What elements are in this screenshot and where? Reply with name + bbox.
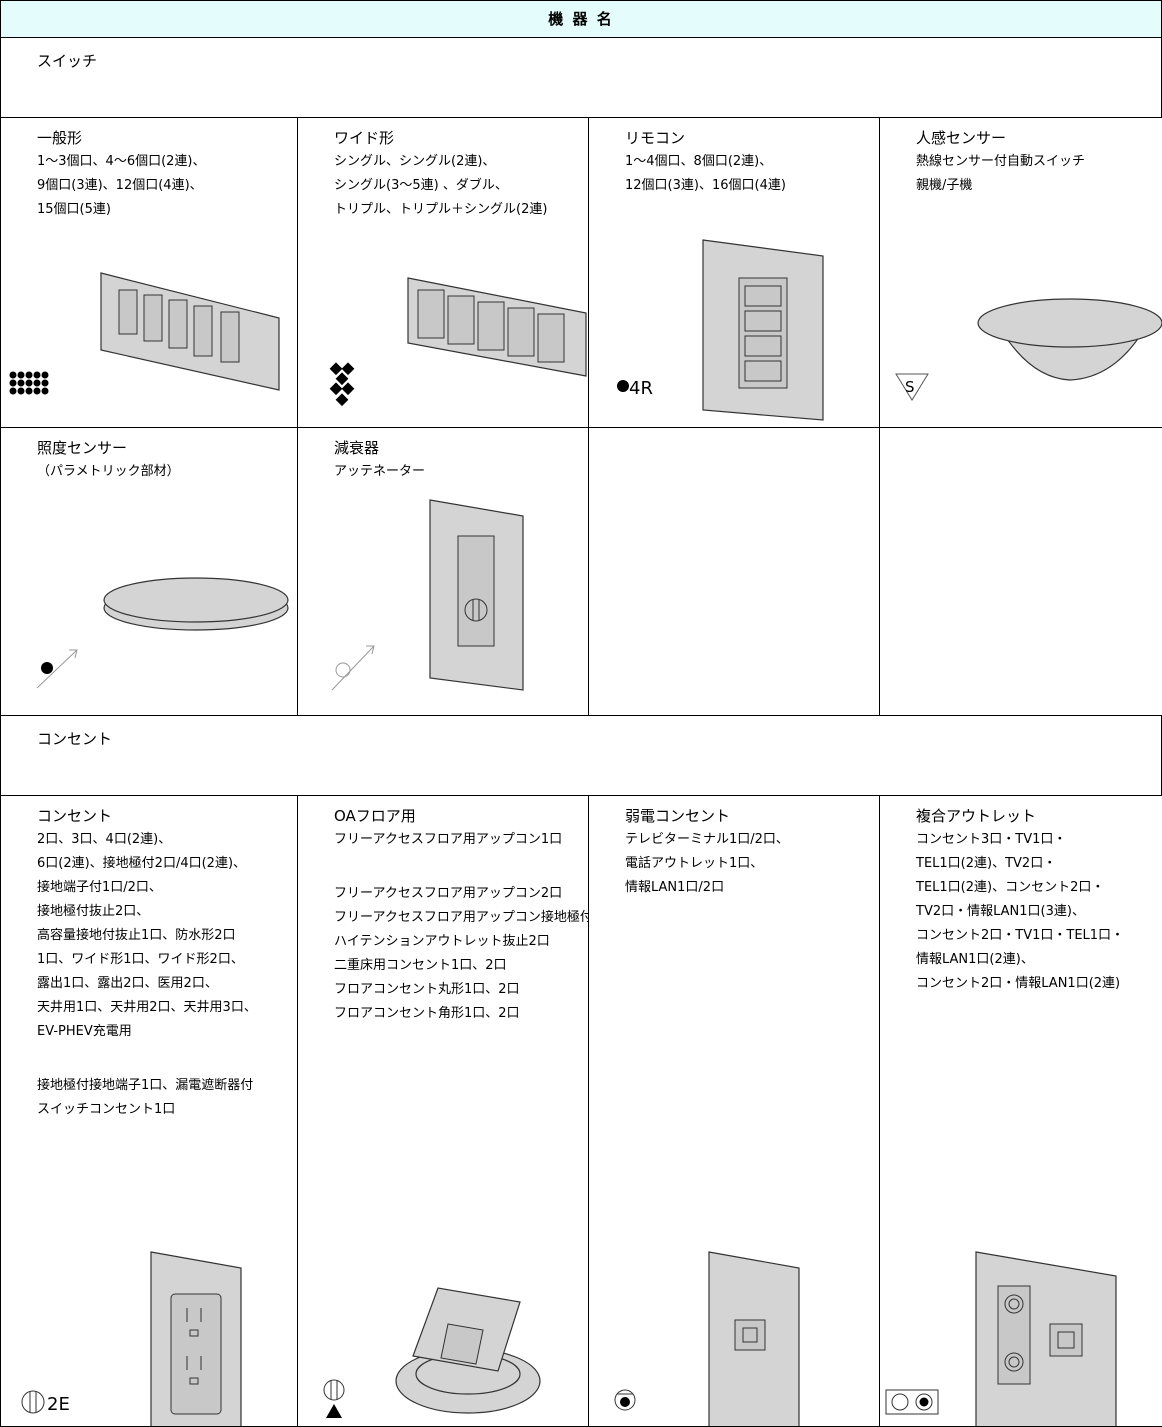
text-line: コンセント3口・TV1口・ xyxy=(916,832,1067,847)
text-line: 6口(2連)、接地極付2口/4口(2連)、 xyxy=(37,856,247,871)
cell: 一般形 1～3個口、4～6個口(2連)、 9個口(3連)、12個口(4連)、 15個口… xyxy=(0,118,298,428)
text-line: フロアコンセント丸形1口、2口 xyxy=(334,982,520,997)
cell: 複合アウトレット コンセント3口・TV1口・ TEL1口(2連)、TV2口・ TEL… xyxy=(880,796,1162,1427)
text-line: 露出1口、露出2口、医用2口、 xyxy=(37,976,218,991)
text-line: 天井用1口、天井用2口、天井用3口、 xyxy=(37,1000,257,1015)
text-line: トリプル、トリプル＋シングル(2連) xyxy=(334,202,548,217)
text-block: アッテネーター xyxy=(334,460,588,484)
text-block: 2口、3口、4口(2連)、 6口(2連)、接地極付2口/4口(2連)、 接地端子付1… xyxy=(37,828,297,1044)
illustration xyxy=(9,272,280,395)
text-block: （パラメトリック部材） xyxy=(37,460,297,484)
text-line: 接地極付抜止2口、 xyxy=(37,904,150,919)
symbol-label: 4R xyxy=(629,378,653,399)
symbol-label: 2E xyxy=(47,1394,70,1415)
illustration: 4R xyxy=(617,239,824,421)
text-line: フリーアクセスフロア用アップコン接地極付抜止1口 xyxy=(334,910,588,925)
text-line: EV-PHEV充電用 xyxy=(37,1024,132,1039)
empty-cell xyxy=(880,428,1162,716)
cell-title: ワイド形 xyxy=(334,129,395,147)
illustration xyxy=(331,499,524,691)
illustration xyxy=(614,1251,800,1426)
text-block: テレビターミナル1口/2口、 電話アウトレット1口、 情報LAN1口/2口 xyxy=(625,828,879,900)
cell-title: コンセント xyxy=(37,807,113,825)
cell: 弱電コンセントテレビターミナル1口/2口、 電話アウトレット1口、 情報LAN1口/… xyxy=(589,796,880,1427)
text-block: シングル、シングル(2連)、 シングル(3～5連) 、ダブル、トリプル、トリプル＋… xyxy=(334,150,588,222)
text-line: 2口、3口、4口(2連)、 xyxy=(37,832,172,847)
text-block: フリーアクセスフロア用アップコン2口フリーアクセスフロア用アップコン接地極付抜止… xyxy=(334,882,588,1026)
symbol-label: S xyxy=(905,378,915,396)
illustration xyxy=(323,1287,541,1418)
text-line: フリーアクセスフロア用アップコン2口 xyxy=(334,886,563,901)
text-line: テレビターミナル1口/2口、 xyxy=(625,832,789,847)
text-line: フリーアクセスフロア用アップコン1口 xyxy=(334,832,563,847)
text-line: 15個口(5連) xyxy=(37,202,111,217)
section-title: スイッチ xyxy=(0,38,1162,118)
cell-title: 人感センサー xyxy=(916,129,1007,147)
table-header: 機 器 名 xyxy=(0,0,1162,38)
text-line: 12個口(3連)、16個口(4連) xyxy=(625,178,786,193)
text-block: 接地極付接地端子1口、漏電遮断器付 スイッチコンセント1口 xyxy=(37,1074,297,1122)
cell: 照度センサー （パラメトリック部材） xyxy=(0,428,298,716)
text-line: TV2口・情報LAN1口(3連)、 xyxy=(916,904,1085,919)
text-line: TEL1口(2連)、TV2口・ xyxy=(916,856,1057,871)
text-line: 接地端子付1口/2口、 xyxy=(37,880,162,895)
text-line: 1～3個口、4～6個口(2連)、 xyxy=(37,154,206,169)
text-block: フリーアクセスフロア用アップコン1口 xyxy=(334,828,588,852)
cell: ワイド形シングル、シングル(2連)、 シングル(3～5連) 、ダブル、トリプル、ト… xyxy=(298,118,589,428)
cell: 減衰器アッテネーター xyxy=(298,428,589,716)
text-line: コンセント2口・情報LAN1口(2連) xyxy=(916,976,1121,991)
cell-title: 照度センサー xyxy=(37,439,128,457)
illustration xyxy=(329,277,587,407)
cell-title: 弱電コンセント xyxy=(625,807,731,825)
cell-title: 一般形 xyxy=(37,129,83,147)
cell: 人感センサー熱線センサー付自動スイッチ 親機/子機 S xyxy=(880,118,1162,428)
text-line: 1～4個口、8個口(2連)、 xyxy=(625,154,773,169)
text-line: 9個口(3連)、12個口(4連)、 xyxy=(37,178,203,193)
text-line: （パラメトリック部材） xyxy=(37,464,180,479)
text-block: 1～3個口、4～6個口(2連)、 9個口(3連)、12個口(4連)、 15個口(5連… xyxy=(37,150,297,222)
text-line: 親機/子機 xyxy=(916,178,973,193)
text-line: コンセント2口・TV1口・TEL1口・ xyxy=(916,928,1125,943)
cell-title: 減衰器 xyxy=(334,439,380,457)
text-line: 二重床用コンセント1口、2口 xyxy=(334,958,507,973)
text-block: コンセント3口・TV1口・ TEL1口(2連)、TV2口・ TEL1口(2連)、コン… xyxy=(916,828,1162,996)
text-line: シングル、シングル(2連)、 xyxy=(334,154,496,169)
cell: OAフロア用 フリーアクセスフロア用アップコン1口 フリーアクセスフロア用アップコン… xyxy=(298,796,589,1427)
cell-title: 複合アウトレット xyxy=(916,807,1037,825)
text-line: スイッチコンセント1口 xyxy=(37,1102,176,1117)
text-line: フロアコンセント角形1口、2口 xyxy=(334,1006,520,1021)
text-line: 接地極付接地端子1口、漏電遮断器付 xyxy=(37,1078,254,1093)
empty-cell xyxy=(589,428,880,716)
cell-title: リモコン xyxy=(625,129,686,147)
cell: リモコン 1～4個口、8個口(2連)、 12個口(3連)、16個口(4連) 4R xyxy=(589,118,880,428)
text-line: 電話アウトレット1口、 xyxy=(625,856,764,871)
illustration: 2E xyxy=(21,1251,242,1426)
text-block: 1～4個口、8個口(2連)、 12個口(3連)、16個口(4連) xyxy=(625,150,879,198)
cell: コンセント 2口、3口、4口(2連)、 6口(2連)、接地極付2口/4口(2連)、接… xyxy=(0,796,298,1427)
text-line: 高容量接地付抜止1口、防水形2口 xyxy=(37,928,236,943)
text-line: ハイテンションアウトレット抜止2口 xyxy=(334,934,550,949)
section-title: コンセント xyxy=(0,716,1162,796)
text-line: 情報LAN1口/2口 xyxy=(625,880,725,895)
text-line: シングル(3～5連) 、ダブル、 xyxy=(334,178,508,193)
text-line: 熱線センサー付自動スイッチ xyxy=(916,154,1086,169)
text-line: TEL1口(2連)、コンセント2口・ xyxy=(916,880,1105,895)
text-line: アッテネーター xyxy=(334,464,426,479)
text-line: 1口、ワイド形1口、ワイド形2口、 xyxy=(37,952,244,967)
text-line: 情報LAN1口(2連)、 xyxy=(916,952,1034,967)
text-block: 熱線センサー付自動スイッチ 親機/子機 xyxy=(916,150,1162,198)
illustration xyxy=(885,1251,1117,1426)
illustration xyxy=(36,577,289,689)
cell-title: OAフロア用 xyxy=(334,807,416,825)
illustration: S xyxy=(895,298,1162,401)
